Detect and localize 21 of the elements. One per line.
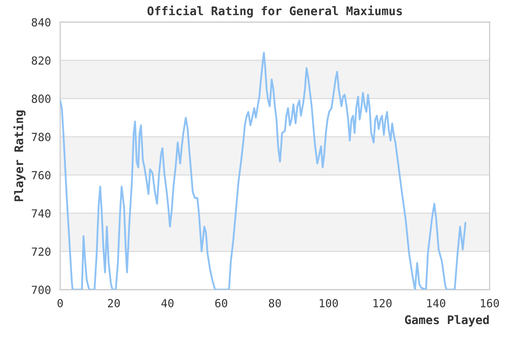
y-tick-label: 760 <box>32 171 50 180</box>
x-tick-label: 100 <box>320 298 338 308</box>
chart-title: Official Rating for General Maxiumus <box>147 6 402 18</box>
x-tick-label: 20 <box>108 298 120 308</box>
y-tick-label: 720 <box>32 247 50 256</box>
line-series <box>60 52 466 290</box>
y-tick-label: 780 <box>32 132 50 142</box>
x-tick-label: 40 <box>161 298 174 308</box>
x-tick-label: 120 <box>374 298 392 308</box>
y-axis-title: Player Rating <box>13 110 26 202</box>
x-axis-title: Games Played <box>404 315 489 326</box>
y-tick-label: 700 <box>32 286 50 294</box>
x-tick-label: 160 <box>480 298 499 308</box>
x-tick-label: 60 <box>215 298 228 308</box>
x-tick-label: 80 <box>268 298 281 308</box>
y-tick-label: 740 <box>32 209 50 218</box>
x-tick-label: 140 <box>427 298 446 308</box>
y-tick-label: 800 <box>32 94 50 103</box>
x-tick-label: 0 <box>58 298 63 308</box>
y-tick-label: 840 <box>32 18 50 27</box>
y-tick-label: 820 <box>32 56 50 65</box>
